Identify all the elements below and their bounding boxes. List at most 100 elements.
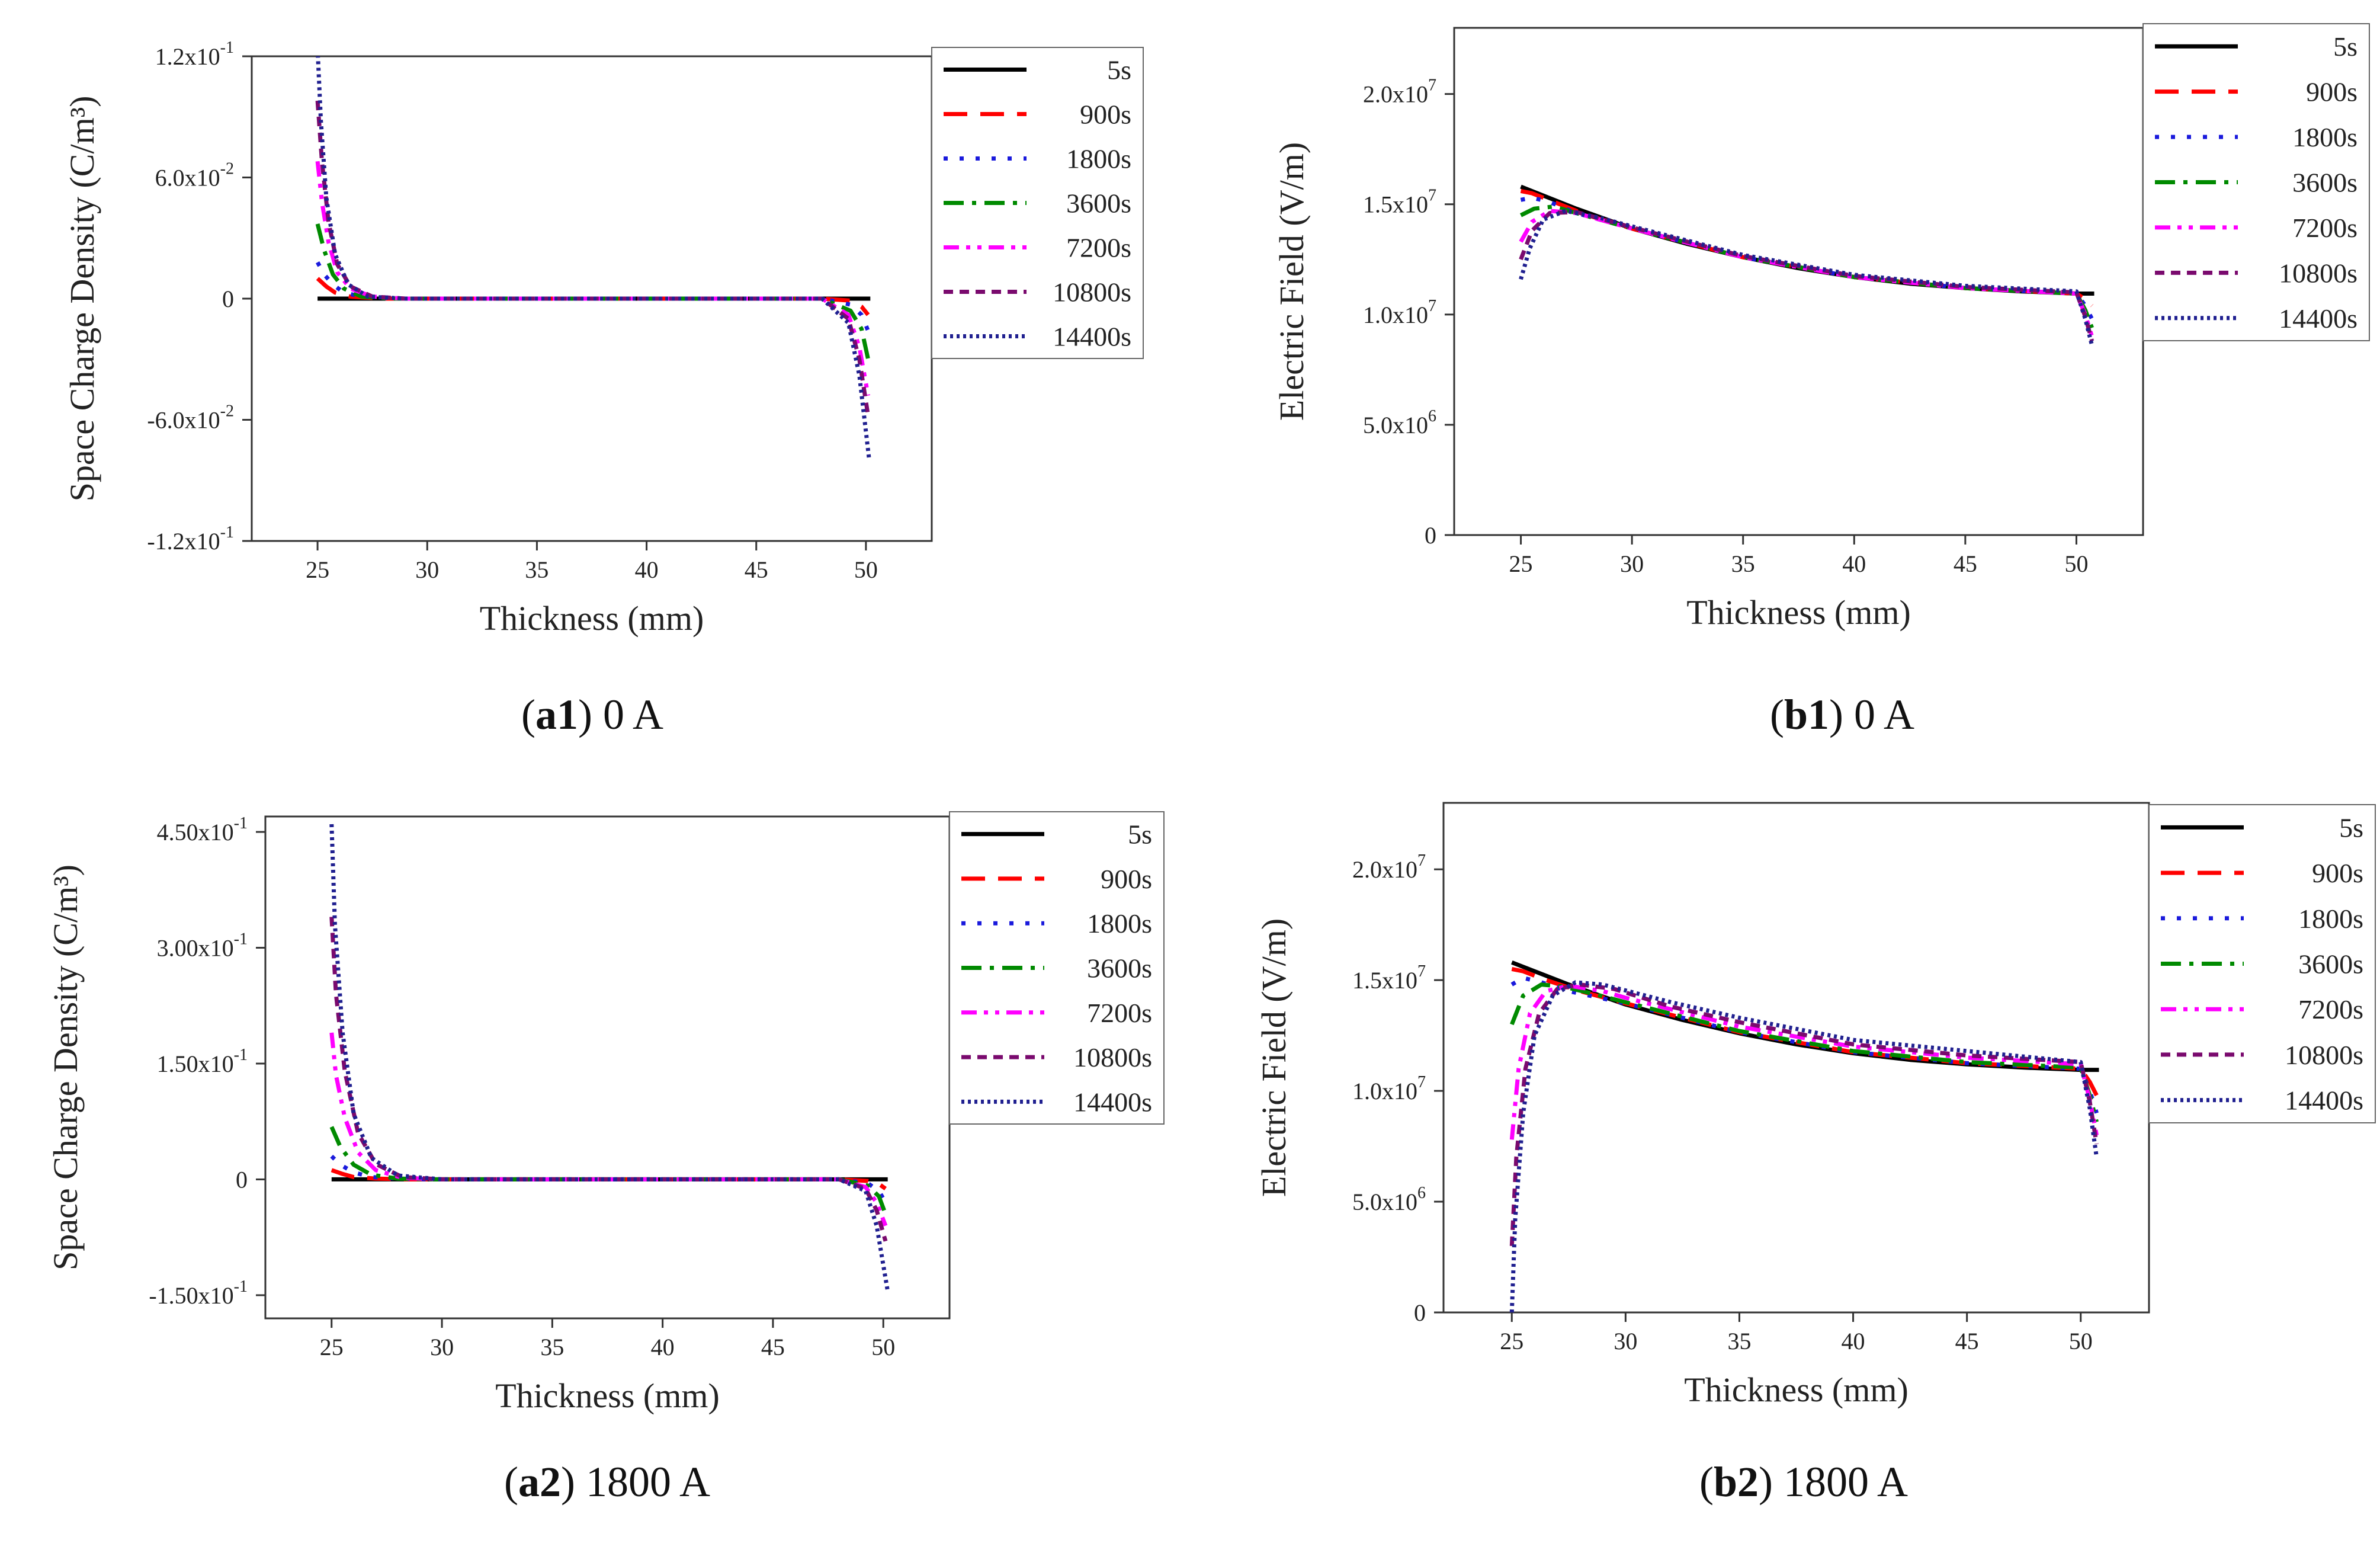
- legend-box: [2148, 804, 2376, 1123]
- y-tick-base: 6.0x10: [155, 165, 220, 191]
- y-tick-label: 5.0x106: [1363, 407, 1436, 438]
- y-tick-label: 1.2x10-1: [155, 39, 234, 70]
- caption-open-paren: (: [521, 691, 535, 738]
- legend-label: 14400s: [1073, 1087, 1152, 1117]
- x-tick-label: 30: [430, 1334, 454, 1360]
- legend-box: [931, 47, 1144, 359]
- y-tick-label: 3.00x10-1: [157, 930, 248, 962]
- caption-open-paren: (: [1770, 691, 1784, 738]
- x-tick-label: 40: [1842, 1328, 1865, 1355]
- y-tick-base: 1.5x10: [1352, 967, 1417, 994]
- y-tick-base: 3.00x10: [157, 935, 234, 962]
- legend-label: 14400s: [2285, 1086, 2363, 1116]
- y-tick-exponent: -1: [234, 930, 248, 949]
- y-tick-exponent: 7: [1428, 187, 1436, 205]
- y-tick-exponent: -1: [220, 39, 234, 57]
- y-tick-base: 2.0x10: [1352, 856, 1417, 883]
- y-axis-label: Electric Field (V/m): [1272, 142, 1311, 421]
- x-axis-label: Thickness (mm): [1684, 1371, 1909, 1409]
- x-tick-label: 50: [871, 1334, 895, 1360]
- caption-panel-id: a1: [535, 691, 578, 738]
- legend-label: 1800s: [1087, 908, 1152, 939]
- x-tick-label: 30: [1620, 550, 1644, 577]
- y-tick-base: -6.0x10: [147, 407, 220, 434]
- series-line-7200s: [329, 1032, 888, 1227]
- series-line-7200s: [315, 161, 871, 396]
- caption-open-paren: (: [1699, 1458, 1714, 1506]
- y-tick-label: 0: [1425, 522, 1436, 549]
- panel-a2: 25 30 35 40 45 50-1.50x10-101.50x10-13.00x10-…: [46, 811, 1165, 1506]
- x-tick-label: 25: [306, 556, 329, 583]
- x-tick-label: 40: [635, 556, 659, 583]
- x-tick-label: 50: [854, 556, 878, 583]
- legend-box: [2142, 23, 2370, 341]
- y-tick-base: 1.5x10: [1363, 191, 1428, 218]
- panel-b1: 25 30 35 40 45 5005.0x1061.0x1071.5x1072.0x10…: [1272, 23, 2370, 738]
- y-tick-exponent: -1: [234, 814, 248, 832]
- y-tick-exponent: 7: [1428, 76, 1436, 95]
- caption-condition: ) 0 A: [578, 691, 663, 738]
- legend-label: 10800s: [2285, 1040, 2363, 1070]
- y-tick-base: -1.50x10: [149, 1282, 233, 1309]
- legend-label: 7200s: [1087, 998, 1152, 1028]
- y-tick-base: 5.0x10: [1352, 1189, 1417, 1215]
- y-tick-exponent: 7: [1417, 962, 1426, 981]
- legend-label: 1800s: [2292, 122, 2357, 152]
- series-line-10800s: [329, 917, 888, 1242]
- y-tick-base: 2.0x10: [1363, 81, 1428, 108]
- x-tick-label: 25: [1509, 550, 1533, 577]
- y-tick-base: 1.50x10: [157, 1051, 234, 1077]
- legend-label: 3600s: [1087, 953, 1152, 984]
- y-tick-base: 0: [1414, 1299, 1426, 1326]
- x-tick-label: 45: [745, 556, 768, 583]
- y-tick-label: -6.0x10-2: [147, 402, 234, 434]
- x-tick-label: 30: [415, 556, 439, 583]
- y-tick-exponent: 6: [1428, 407, 1436, 425]
- y-tick-label: -1.50x10-1: [149, 1277, 248, 1309]
- x-axis-label: Thickness (mm): [1686, 593, 1911, 632]
- plot-frame: [1453, 27, 2144, 536]
- y-tick-exponent: 7: [1417, 1073, 1426, 1091]
- legend-label: 900s: [2306, 77, 2357, 107]
- legend-label: 10800s: [2279, 258, 2357, 288]
- x-tick-label: 35: [1727, 1328, 1751, 1355]
- y-tick-exponent: -2: [220, 160, 234, 178]
- y-tick-label: 1.0x107: [1363, 297, 1436, 328]
- y-tick-label: 0: [236, 1166, 248, 1193]
- legend-label: 5s: [1128, 819, 1152, 850]
- series-line-10800s: [1509, 982, 2099, 1246]
- caption-condition: ) 0 A: [1829, 691, 1914, 738]
- y-tick-label: -1.2x10-1: [147, 523, 234, 555]
- legend-label: 3600s: [1066, 188, 1131, 219]
- y-tick-label: 1.0x107: [1352, 1073, 1426, 1104]
- x-tick-label: 25: [1500, 1328, 1523, 1355]
- x-tick-label: 45: [1955, 1328, 1979, 1355]
- legend-label: 5s: [2333, 31, 2357, 62]
- legend-label: 7200s: [1066, 233, 1131, 263]
- legend-label: 14400s: [2279, 303, 2357, 334]
- y-tick-exponent: -1: [220, 523, 234, 542]
- series-line-900s: [316, 277, 870, 316]
- legend-box: [949, 811, 1165, 1125]
- y-tick-base: 1.2x10: [155, 43, 220, 70]
- caption-panel-id: b2: [1714, 1458, 1759, 1506]
- caption-panel-id: a2: [518, 1458, 561, 1506]
- series-line-10800s: [1519, 210, 2094, 342]
- x-tick-label: 40: [651, 1334, 675, 1360]
- legend-label: 3600s: [2292, 168, 2357, 198]
- x-tick-label: 40: [1842, 550, 1866, 577]
- y-tick-base: 1.0x10: [1352, 1078, 1417, 1104]
- y-tick-label: 4.50x10-1: [157, 814, 248, 846]
- caption-open-paren: (: [504, 1458, 518, 1506]
- x-tick-label: 35: [1731, 550, 1755, 577]
- y-tick-label: 6.0x10-2: [155, 160, 234, 191]
- y-tick-label: 1.50x10-1: [157, 1046, 248, 1077]
- x-tick-label: 45: [1954, 550, 1977, 577]
- x-tick-label: 50: [2064, 550, 2088, 577]
- y-tick-exponent: -1: [234, 1046, 248, 1064]
- y-tick-label: 5.0x106: [1352, 1184, 1426, 1215]
- legend-label: 3600s: [2298, 949, 2363, 979]
- panel-caption: (b1) 0 A: [1770, 691, 1914, 738]
- y-tick-exponent: 6: [1417, 1184, 1426, 1202]
